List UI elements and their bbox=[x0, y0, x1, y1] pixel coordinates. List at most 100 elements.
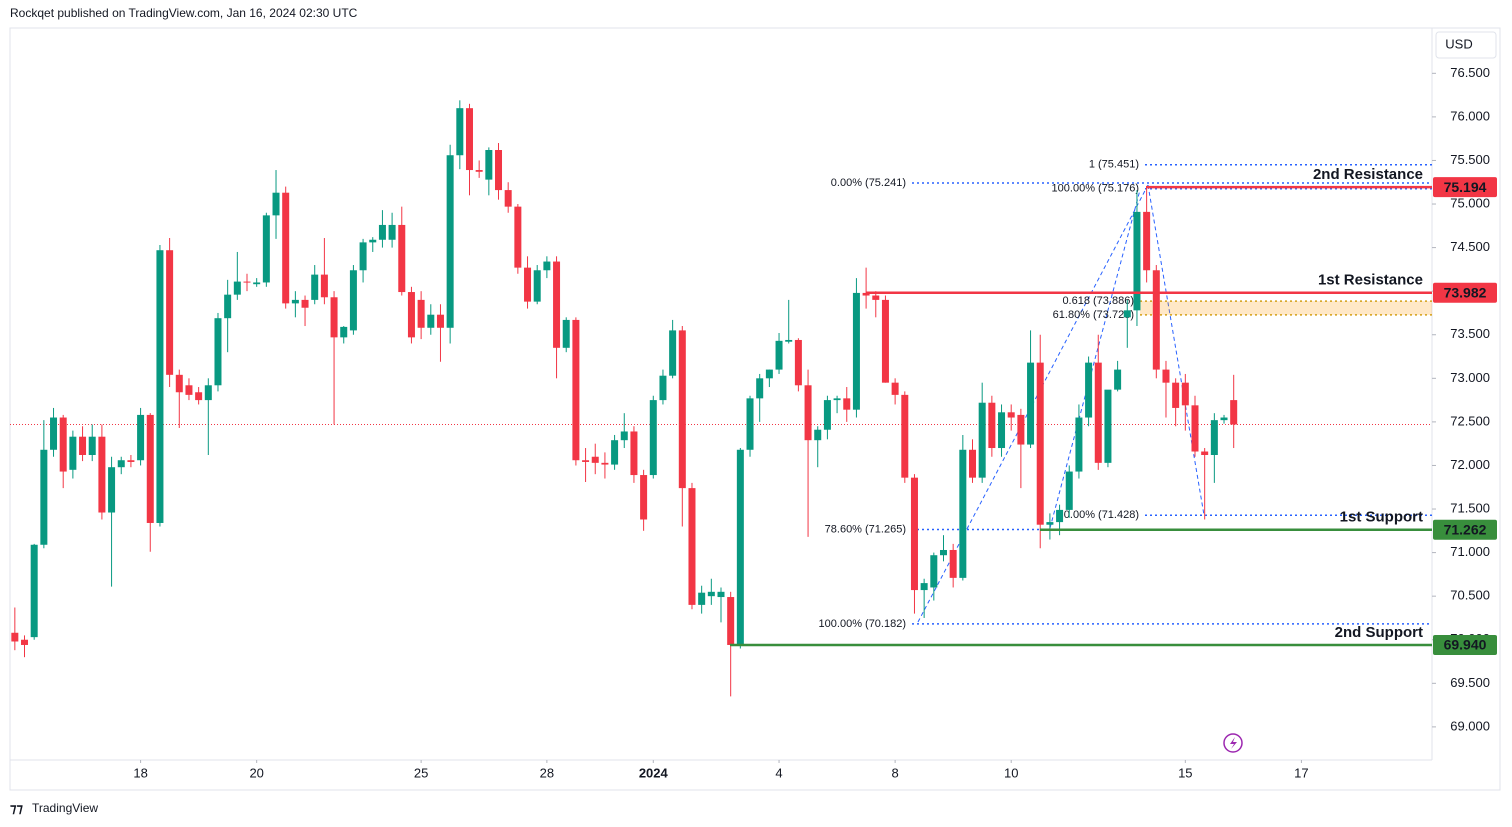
candle-body bbox=[456, 108, 464, 156]
candle-body bbox=[340, 326, 348, 338]
logo-mark: ⁊⁊ bbox=[10, 800, 23, 815]
candle-body bbox=[417, 299, 425, 328]
candle-body bbox=[349, 270, 357, 331]
candle-body bbox=[291, 299, 299, 304]
candle-body bbox=[378, 224, 386, 240]
candle-body bbox=[243, 281, 251, 283]
candle-body bbox=[98, 436, 106, 513]
candle-body bbox=[117, 460, 125, 468]
candle-body bbox=[688, 488, 696, 605]
chart-frame bbox=[9, 27, 1501, 791]
candle-body bbox=[514, 206, 522, 268]
y-tick-label: 71.000 bbox=[1450, 544, 1490, 559]
x-tick-label: 25 bbox=[414, 765, 428, 780]
level-name: 2nd Resistance bbox=[1313, 166, 1423, 183]
candle-body bbox=[746, 398, 754, 450]
y-tick-label: 72.500 bbox=[1450, 413, 1490, 428]
y-tick-label: 75.000 bbox=[1450, 195, 1490, 210]
y-tick-label: 73.500 bbox=[1450, 326, 1490, 341]
candle-body bbox=[330, 297, 338, 338]
y-tick-label: 74.500 bbox=[1450, 239, 1490, 254]
y-tick-label: 72.000 bbox=[1450, 457, 1490, 472]
fib-label: 100.00% (75.176) bbox=[1052, 183, 1139, 195]
candle-body bbox=[320, 274, 328, 298]
candle-body bbox=[262, 215, 270, 283]
candle-body bbox=[814, 429, 822, 441]
candle-body bbox=[1181, 382, 1189, 406]
candle-body bbox=[1056, 509, 1064, 523]
fib-label: 1 (75.451) bbox=[1089, 159, 1139, 171]
icon-circle bbox=[1223, 733, 1243, 753]
level-price-box bbox=[1433, 282, 1497, 303]
candle-body bbox=[137, 414, 145, 461]
candle-body bbox=[446, 155, 454, 328]
candle-body bbox=[1230, 400, 1238, 425]
candle-body bbox=[185, 385, 193, 395]
candle-body bbox=[1201, 451, 1209, 455]
candles bbox=[11, 100, 1238, 697]
candle-body bbox=[146, 414, 154, 523]
candle-body bbox=[50, 417, 58, 450]
candle-body bbox=[775, 340, 783, 370]
candle-body bbox=[485, 150, 493, 180]
candle-body bbox=[823, 400, 831, 430]
level-price-box bbox=[1433, 177, 1497, 198]
currency-box[interactable] bbox=[1435, 31, 1497, 59]
fib-label: 0.00% (71.428) bbox=[1064, 509, 1139, 521]
candle-body bbox=[1065, 471, 1073, 510]
icon-bolt bbox=[1230, 737, 1237, 749]
candle-body bbox=[649, 400, 657, 476]
candle-body bbox=[1133, 211, 1141, 311]
y-tick-label: 70.500 bbox=[1450, 588, 1490, 603]
level-name: 2nd Support bbox=[1335, 624, 1423, 641]
candle-body bbox=[108, 467, 116, 513]
candle-body bbox=[1172, 382, 1180, 408]
candle-body bbox=[504, 190, 512, 207]
candle-body bbox=[204, 385, 212, 401]
candle-body bbox=[959, 449, 967, 578]
candle-body bbox=[233, 281, 241, 295]
candle-body bbox=[253, 282, 261, 285]
fib-label: 0.00% (75.241) bbox=[831, 177, 906, 189]
candle-body bbox=[930, 555, 938, 588]
x-tick-label: 18 bbox=[133, 765, 147, 780]
candle-body bbox=[601, 462, 609, 465]
candle-body bbox=[978, 402, 986, 478]
candle-body bbox=[659, 375, 667, 401]
candle-body bbox=[1027, 362, 1035, 445]
candle-body bbox=[495, 150, 503, 191]
candle-body bbox=[1017, 414, 1025, 445]
candle-body bbox=[562, 319, 570, 348]
tradingview-logo: ⁊⁊ TradingView bbox=[10, 800, 98, 815]
x-tick-label: 15 bbox=[1178, 765, 1192, 780]
y-tick-label: 71.500 bbox=[1450, 500, 1490, 515]
candle-body bbox=[282, 192, 290, 304]
candle-body bbox=[572, 319, 580, 461]
candle-body bbox=[1094, 362, 1102, 463]
candle-body bbox=[311, 274, 319, 300]
byline: Rockqet published on TradingView.com, Ja… bbox=[10, 6, 358, 20]
candle-body bbox=[1085, 362, 1093, 418]
candle-body bbox=[611, 440, 619, 465]
candle-body bbox=[678, 330, 686, 489]
level-price: 71.262 bbox=[1444, 521, 1487, 537]
candle-body bbox=[988, 402, 996, 449]
candle-body bbox=[30, 544, 38, 638]
candle-body bbox=[1123, 310, 1131, 318]
candle-body bbox=[11, 632, 19, 642]
y-tick-label: 69.500 bbox=[1450, 675, 1490, 690]
level-price-box bbox=[1433, 634, 1497, 655]
candle-body bbox=[475, 170, 483, 172]
candle-body bbox=[398, 224, 406, 293]
candle-body bbox=[756, 378, 764, 399]
candle-body bbox=[582, 460, 590, 462]
level-price: 75.194 bbox=[1444, 179, 1487, 195]
candle-body bbox=[669, 330, 677, 376]
candle-body bbox=[1191, 405, 1199, 452]
candle-body bbox=[79, 436, 87, 455]
x-tick-label: 2024 bbox=[639, 765, 669, 780]
lightning-icon[interactable] bbox=[1223, 733, 1243, 753]
y-tick-label: 76.500 bbox=[1450, 65, 1490, 80]
x-tick-label: 17 bbox=[1294, 765, 1308, 780]
